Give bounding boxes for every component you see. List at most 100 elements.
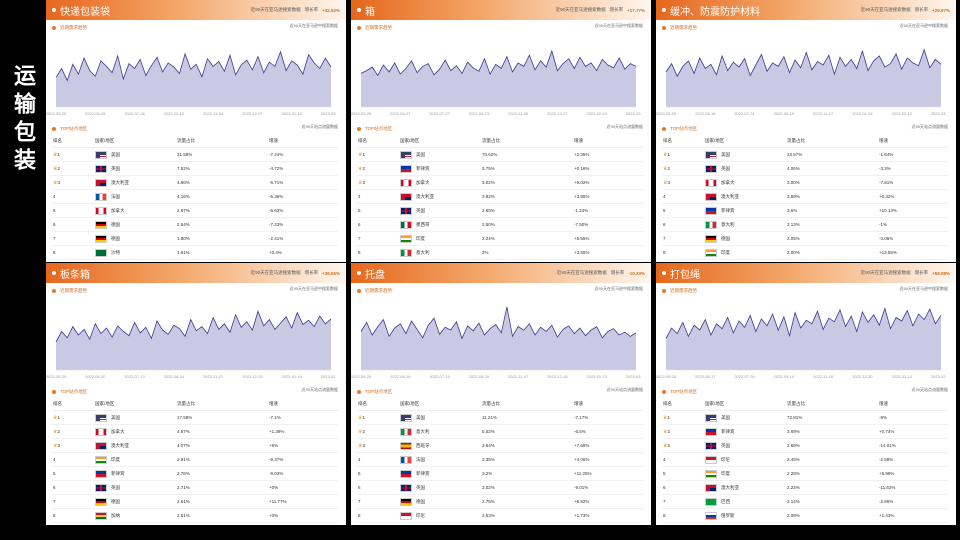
card-header: 箱 近90天在亚马逊搜索数据 增长率 +17.77% <box>351 0 651 20</box>
country-name: 美国 <box>721 414 730 420</box>
it-flag-icon <box>400 248 412 257</box>
ph-flag-icon <box>705 206 717 215</box>
country-cell: 美国 <box>399 410 481 425</box>
growth-cell: +10.13% <box>878 203 948 218</box>
growth-cell: -9.03% <box>268 466 338 481</box>
country-name: 俄罗斯 <box>721 512 735 518</box>
rank-cell: 6 <box>357 480 399 495</box>
share-cell: 3.69% <box>786 189 878 204</box>
trend-section-header: 近期需求趋势 近90天在亚马逊中搜索数据 <box>46 283 346 294</box>
country-name: 美国 <box>111 151 120 157</box>
top-regions-table: 排名 国家/地区 流量占比 增速 ♛1 美国 31.58% -7.24% ♛2 英国 7.52% -4… <box>52 134 338 260</box>
x-tick-label: 2022-12-16 <box>547 374 568 379</box>
rank-cell: 4 <box>52 189 94 204</box>
trend-line <box>55 50 332 82</box>
table-row: 4 印度 2.91% -9.37% <box>52 452 338 467</box>
table-row: 7 巴西 2.14% -2.86% <box>662 494 948 509</box>
column-header: 流量占比 <box>786 134 878 148</box>
share-cell: 3.69% <box>786 424 878 439</box>
rank-cell: ♛1 <box>662 147 704 162</box>
trend-label: 近期需求趋势 <box>662 288 697 294</box>
table-header-row: 排名 国家/地区 流量占比 增速 <box>357 134 643 148</box>
table-row: ♛3 澳大利亚 4.07% +6% <box>52 438 338 453</box>
rank-cell: ♛2 <box>357 161 399 176</box>
growth-cell: -9.01% <box>573 480 643 495</box>
growth-cell: -7.43% <box>268 217 338 232</box>
sa-flag-icon <box>95 248 107 257</box>
card-title-wrap: 板条箱 <box>46 266 90 281</box>
country-cell: 加拿大 <box>94 424 176 439</box>
share-cell: 2.50% <box>481 217 573 232</box>
rank-number: 8 <box>53 250 56 255</box>
us-flag-icon <box>400 150 412 159</box>
growth-label: 增长率 <box>304 270 319 275</box>
in-flag-icon <box>705 248 717 257</box>
rank-number: 8 <box>663 250 666 255</box>
trend-label-text: 近期需求趋势 <box>365 288 392 293</box>
share-cell: 2.13% <box>786 217 878 232</box>
de-flag-icon <box>705 234 717 243</box>
gb-flag-icon <box>705 164 717 173</box>
country-name: 美国 <box>416 151 425 157</box>
rank-number: 1 <box>362 414 365 420</box>
dot-icon <box>662 127 666 131</box>
country-name: 巴西 <box>721 498 730 504</box>
trend-area <box>361 307 636 370</box>
card-title: 缓冲、防震防护材料 <box>670 6 760 18</box>
header-meta: 近90天在亚马逊搜索数据 增长率 +32.92% <box>251 7 340 13</box>
growth-cell: +8.92% <box>573 494 643 509</box>
rank-cell: 8 <box>52 508 94 523</box>
header-meta: 近90天在亚马逊搜索数据 增长率 -10.23% <box>557 270 645 276</box>
rank-cell: 7 <box>52 231 94 246</box>
trend-section-header: 近期需求趋势 近90天在亚马逊中搜索数据 <box>656 20 956 31</box>
column-header: 排名 <box>662 397 704 411</box>
top-label: TOP站点地区 <box>52 126 87 132</box>
top-note: 近90天站点流量数据 <box>606 123 643 129</box>
side-title-text: 运输包装 <box>10 64 35 176</box>
trend-label-text: 近期需求趋势 <box>670 25 697 30</box>
country-cell: 加拿大 <box>399 175 481 190</box>
growth-value: +36.55% <box>322 270 340 276</box>
country-cell: 英国 <box>399 203 481 218</box>
top-regions-table: 排名 国家/地区 流量占比 增速 ♛1 美国 23.57% -1.64% ♛2 英国 4.06% -3… <box>662 134 948 260</box>
country-cell: 澳大利亚 <box>94 175 176 190</box>
growth-cell: +0% <box>268 480 338 495</box>
share-cell: 3.02% <box>481 175 573 190</box>
country-cell: 沙特 <box>94 245 176 260</box>
growth-cell: +5.02% <box>573 175 643 190</box>
growth-cell: -11.62% <box>878 480 948 495</box>
country-name: 印度 <box>721 470 730 476</box>
table-row: 5 英国 2.60% -1.24% <box>357 203 643 218</box>
dot-icon <box>52 390 56 394</box>
rank-number: 6 <box>663 485 666 490</box>
rank-number: 8 <box>663 513 666 518</box>
share-cell: 3.02% <box>481 480 573 495</box>
rank-cell: 5 <box>357 203 399 218</box>
de-flag-icon <box>95 220 107 229</box>
x-tick-label: 2023-02-26 <box>931 374 946 379</box>
rank-number: 4 <box>663 457 666 462</box>
rank-number: 7 <box>53 499 56 504</box>
table-row: 8 加纳 2.51% +0% <box>52 508 338 523</box>
share-cell: 2.53% <box>481 508 573 523</box>
x-tick-label: 2022-11-26 <box>813 374 834 379</box>
country-cell: 菲律宾 <box>399 466 481 481</box>
x-tick-label: 2022-05-25 <box>351 374 372 379</box>
table-row: ♛3 英国 2.69% -14.01% <box>662 438 948 453</box>
rank-cell: 8 <box>357 245 399 260</box>
country-cell: 印度 <box>704 245 786 260</box>
rank-number: 6 <box>663 222 666 227</box>
country-name: 加拿大 <box>111 207 125 213</box>
rank-cell: 4 <box>357 452 399 467</box>
share-cell: 2.69% <box>786 438 878 453</box>
crown-icon: ♛ <box>358 179 363 186</box>
header-meta: 近90天在亚马逊搜索数据 增长率 +17.77% <box>556 7 645 13</box>
country-cell: 德国 <box>94 231 176 246</box>
table-row: 6 澳大利亚 2.22% -11.62% <box>662 480 948 495</box>
column-header: 增速 <box>878 397 948 411</box>
category-card: 托盘 近90天在亚马逊搜索数据 增长率 -10.23% 近期需求趋势 近90天在亚… <box>351 263 651 525</box>
country-name: 英国 <box>416 484 425 490</box>
country-name: 意大利 <box>416 428 430 434</box>
country-name: 美国 <box>416 414 425 420</box>
x-tick-label: 2022-11-04 <box>203 111 224 116</box>
